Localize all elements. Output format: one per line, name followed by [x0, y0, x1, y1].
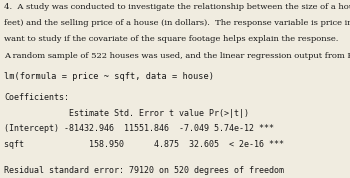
Text: Estimate Std. Error t value Pr(>|t|): Estimate Std. Error t value Pr(>|t|) — [4, 109, 249, 118]
Text: A random sample of 522 houses was used, and the linear regression output from R : A random sample of 522 houses was used, … — [4, 52, 350, 60]
Text: (Intercept) -81432.946  11551.846  -7.049 5.74e-12 ***: (Intercept) -81432.946 11551.846 -7.049 … — [4, 124, 274, 134]
Text: feet) and the selling price of a house (in dollars).  The response variable is p: feet) and the selling price of a house (… — [4, 19, 350, 27]
Text: lm(formula = price ~ sqft, data = house): lm(formula = price ~ sqft, data = house) — [4, 72, 214, 81]
Text: sqft             158.950      4.875  32.605  < 2e-16 ***: sqft 158.950 4.875 32.605 < 2e-16 *** — [4, 140, 284, 149]
Text: 4.  A study was conducted to investigate the relationship between the size of a : 4. A study was conducted to investigate … — [4, 3, 350, 11]
Text: Residual standard error: 79120 on 520 degrees of freedom: Residual standard error: 79120 on 520 de… — [4, 166, 284, 176]
Text: Coefficients:: Coefficients: — [4, 93, 69, 102]
Text: want to study if the covariate of the square footage helps explain the response.: want to study if the covariate of the sq… — [4, 35, 338, 43]
